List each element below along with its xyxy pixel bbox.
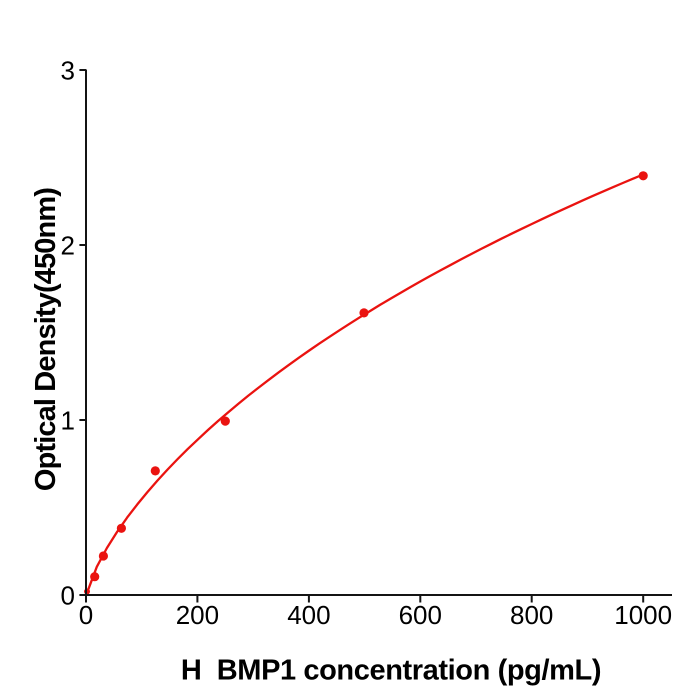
svg-text:0: 0 [79,600,93,630]
svg-text:H BMP1 concentration (pg/mL): H BMP1 concentration (pg/mL) [181,654,601,686]
svg-text:1000: 1000 [614,600,672,630]
svg-text:400: 400 [287,600,330,630]
svg-text:2: 2 [61,231,75,261]
svg-text:Optical Density(450nm): Optical Density(450nm) [30,188,62,491]
svg-text:3: 3 [61,56,75,86]
svg-text:600: 600 [399,600,442,630]
svg-text:800: 800 [510,600,553,630]
svg-text:200: 200 [176,600,219,630]
svg-text:1: 1 [61,406,75,436]
svg-text:0: 0 [61,581,75,611]
